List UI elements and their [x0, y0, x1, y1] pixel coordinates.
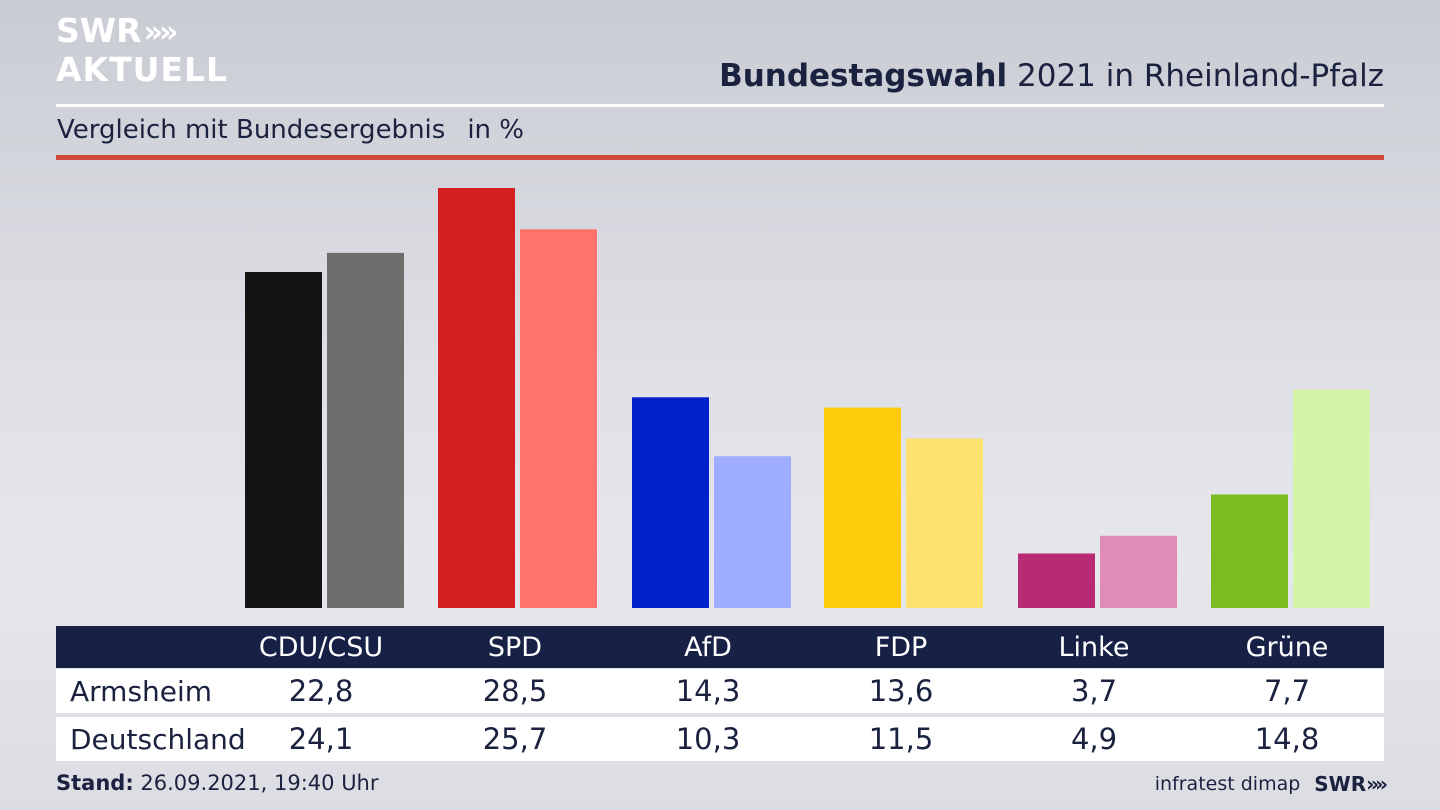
table-cell: 14,3: [675, 674, 741, 708]
bar-spd-deutschland: [520, 229, 597, 608]
source-credit: infratest dimap SWR»»: [1154, 772, 1388, 796]
title-bold: Bundestagswahl: [719, 58, 1008, 94]
subtitle-text: Vergleich mit Bundesergebnis: [57, 115, 446, 145]
column-header: Grüne: [1245, 631, 1329, 663]
bar-afd-armsheim: [632, 397, 709, 608]
column-header: AfD: [684, 631, 732, 663]
table-cell: 22,8: [288, 674, 354, 708]
table-cell: 25,7: [482, 722, 548, 756]
swr-arrows-icon-2: »: [1375, 772, 1388, 796]
column-header: Linke: [1058, 631, 1130, 663]
table-header: CDU/CSU SPD AfD FDP Linke Grüne: [56, 626, 1384, 668]
title-rest: 2021 in Rheinland-Pfalz: [1017, 58, 1384, 94]
stand-value: 26.09.2021, 19:40 Uhr: [140, 771, 379, 795]
bar-gr-ne-armsheim: [1211, 494, 1288, 608]
table-cell: 7,7: [1263, 674, 1311, 708]
table-row: Deutschland 24,1 25,7 10,3 11,5 4,9 14,8: [56, 717, 1384, 761]
bar-fdp-deutschland: [906, 438, 983, 608]
bar-gr-ne-deutschland: [1293, 389, 1370, 608]
column-header: SPD: [487, 631, 543, 663]
table-cell: 10,3: [675, 722, 741, 756]
row-label: Armsheim: [70, 674, 213, 708]
table-cell: 11,5: [868, 722, 934, 756]
bar-spd-armsheim: [438, 188, 515, 608]
bar-linke-deutschland: [1100, 535, 1177, 608]
swr-aktuell-logo: SWR»» AKTUELL: [56, 14, 228, 86]
swr-arrows-icon: »: [1366, 772, 1379, 796]
bar-afd-deutschland: [714, 456, 791, 608]
table-cell: 13,6: [868, 674, 934, 708]
row-label: Deutschland: [70, 722, 246, 756]
logo-line1: SWR: [56, 11, 142, 50]
bar-cdu-csu-deutschland: [327, 252, 404, 608]
swr-brand-text: SWR: [1314, 772, 1367, 796]
stand-label: Stand:: [56, 771, 134, 795]
column-header: CDU/CSU: [258, 631, 384, 663]
bar-linke-armsheim: [1018, 553, 1095, 608]
column-header: FDP: [874, 631, 928, 663]
subtitle: Vergleich mit Bundesergebnis in %: [57, 115, 524, 145]
subtitle-divider: [56, 155, 1384, 160]
logo-line2: AKTUELL: [56, 50, 229, 89]
page-title: Bundestagswahl 2021 in Rheinland-Pfalz: [719, 58, 1384, 94]
source-text: infratest dimap: [1154, 773, 1301, 795]
table-cell: 3,7: [1070, 674, 1118, 708]
bar-cdu-csu-armsheim: [245, 272, 322, 608]
bar-fdp-armsheim: [824, 407, 901, 608]
swr-brand: SWR»»: [1314, 772, 1388, 796]
stand-timestamp: Stand: 26.09.2021, 19:40 Uhr: [56, 771, 379, 795]
table-cell: 28,5: [482, 674, 548, 708]
unit-label: in %: [467, 115, 524, 145]
table-cell: 4,9: [1070, 722, 1118, 756]
table-cell: 24,1: [288, 722, 354, 756]
table-row: Armsheim 22,8 28,5 14,3 13,6 3,7 7,7: [56, 669, 1384, 713]
table-cell: 14,8: [1254, 722, 1320, 756]
title-divider: [56, 104, 1384, 107]
